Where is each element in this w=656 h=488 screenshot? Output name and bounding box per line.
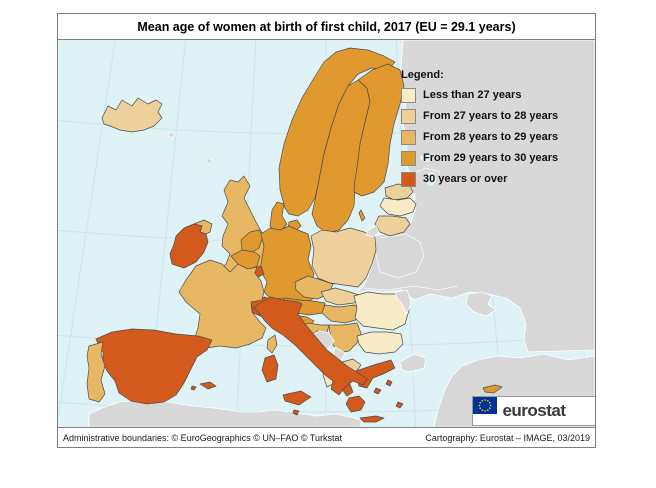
- country-poland: [310, 227, 377, 288]
- country-romania: [353, 291, 410, 331]
- country-bulgaria: [356, 331, 404, 355]
- europe-choropleth-svg: [58, 40, 595, 427]
- legend: Legend: Less than 27 years From 27 years…: [401, 70, 558, 193]
- legend-swatch-less-than-27: [401, 88, 416, 103]
- eu-flag-icon: [473, 397, 497, 414]
- country-north-africa: [88, 399, 362, 427]
- country-finland: [353, 63, 405, 197]
- map-figure-frame: Mean age of women at birth of first chil…: [57, 13, 596, 448]
- country-ireland: [169, 223, 209, 269]
- country-crimea: [465, 291, 497, 317]
- legend-item: From 29 years to 30 years: [401, 151, 558, 166]
- country-turkey-thrace: [399, 353, 427, 373]
- legend-swatch-28-to-29: [401, 130, 416, 145]
- legend-item: From 28 years to 29 years: [401, 130, 558, 145]
- legend-item: 30 years or over: [401, 172, 558, 187]
- map-title: Mean age of women at birth of first chil…: [137, 19, 516, 34]
- country-kaliningrad: [365, 225, 380, 238]
- eurostat-logo-text: eurostat: [502, 401, 566, 420]
- island-gotland: [358, 209, 366, 222]
- country-estonia: [384, 183, 414, 201]
- legend-swatch-29-to-30: [401, 151, 416, 166]
- country-cyprus: [482, 384, 503, 394]
- island-corsica: [266, 334, 278, 354]
- eurostat-logo: eurostat: [472, 396, 595, 426]
- legend-item: From 27 years to 28 years: [401, 109, 558, 124]
- footer-bar: Administrative boundaries: © EuroGeograp…: [58, 427, 595, 447]
- footer-cartography-credit: Cartography: Eurostat – IMAGE, 03/2019: [425, 432, 590, 443]
- footer-boundaries-credit: Administrative boundaries: © EuroGeograp…: [63, 432, 343, 443]
- country-moldova: [394, 289, 412, 315]
- map-area: Legend: Less than 27 years From 27 years…: [58, 40, 595, 427]
- legend-heading: Legend:: [401, 69, 444, 81]
- country-italy: [253, 296, 368, 406]
- country-malta: [292, 409, 300, 416]
- country-portugal: [86, 341, 106, 403]
- country-latvia: [379, 197, 417, 217]
- country-france: [178, 259, 267, 349]
- title-bar: Mean age of women at birth of first chil…: [58, 14, 595, 40]
- country-iceland: [101, 97, 163, 133]
- legend-item: Less than 27 years: [401, 88, 558, 103]
- legend-swatch-27-to-28: [401, 109, 416, 124]
- faroe-islands: [167, 131, 213, 165]
- legend-swatch-30-or-over: [401, 172, 416, 187]
- island-balearics: [190, 381, 217, 391]
